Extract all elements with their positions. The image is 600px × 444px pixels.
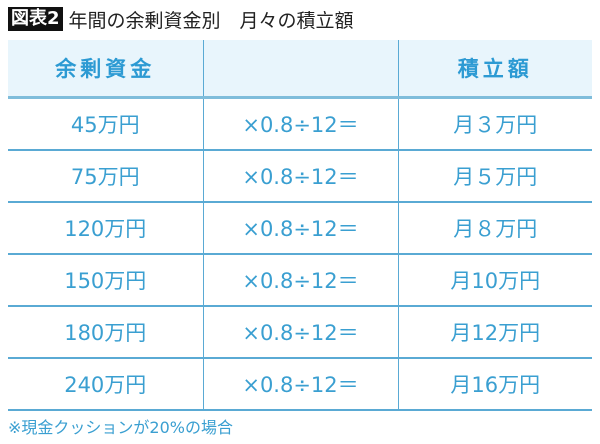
footnote: ※現金クッションが20%の場合 (8, 418, 233, 437)
table-row: 45万円 ×0.8÷12＝ 月３万円 (8, 97, 592, 151)
figure-title: 図表2 年間の余剰資金別 月々の積立額 (8, 6, 354, 32)
cell-monthly: 月10万円 (397, 254, 592, 307)
table-row: 180万円 ×0.8÷12＝ 月12万円 (8, 306, 592, 359)
cell-formula: ×0.8÷12＝ (202, 97, 398, 151)
cell-formula: ×0.8÷12＝ (202, 254, 398, 307)
cell-monthly: 月16万円 (397, 358, 592, 411)
cell-surplus: 120万円 (8, 202, 203, 255)
cell-monthly: 月８万円 (397, 202, 592, 255)
cell-formula: ×0.8÷12＝ (202, 202, 398, 255)
header-row: 余剰資金 積立額 (8, 40, 592, 99)
savings-table: 余剰資金 積立額 45万円 ×0.8÷12＝ 月３万円 75万円 ×0.8÷12＝ 月５… (8, 40, 592, 411)
header-formula (202, 40, 398, 99)
cell-formula: ×0.8÷12＝ (202, 150, 398, 203)
figure-title-text: 年間の余剰資金別 月々の積立額 (68, 9, 354, 32)
cell-monthly: 月12万円 (397, 306, 592, 359)
figure-badge: 図表2 (8, 7, 63, 31)
cell-surplus: 150万円 (8, 254, 203, 307)
cell-surplus: 240万円 (8, 358, 203, 411)
table-row: 75万円 ×0.8÷12＝ 月５万円 (8, 150, 592, 203)
table-row: 120万円 ×0.8÷12＝ 月８万円 (8, 202, 592, 255)
table-row: 240万円 ×0.8÷12＝ 月16万円 (8, 358, 592, 411)
cell-formula: ×0.8÷12＝ (202, 306, 398, 359)
table-row: 150万円 ×0.8÷12＝ 月10万円 (8, 254, 592, 307)
cell-monthly: 月５万円 (397, 150, 592, 203)
header-monthly: 積立額 (397, 40, 592, 99)
cell-formula: ×0.8÷12＝ (202, 358, 398, 411)
cell-surplus: 180万円 (8, 306, 203, 359)
cell-surplus: 45万円 (8, 97, 203, 151)
cell-surplus: 75万円 (8, 150, 203, 203)
header-surplus: 余剰資金 (8, 40, 203, 99)
cell-monthly: 月３万円 (397, 97, 592, 151)
